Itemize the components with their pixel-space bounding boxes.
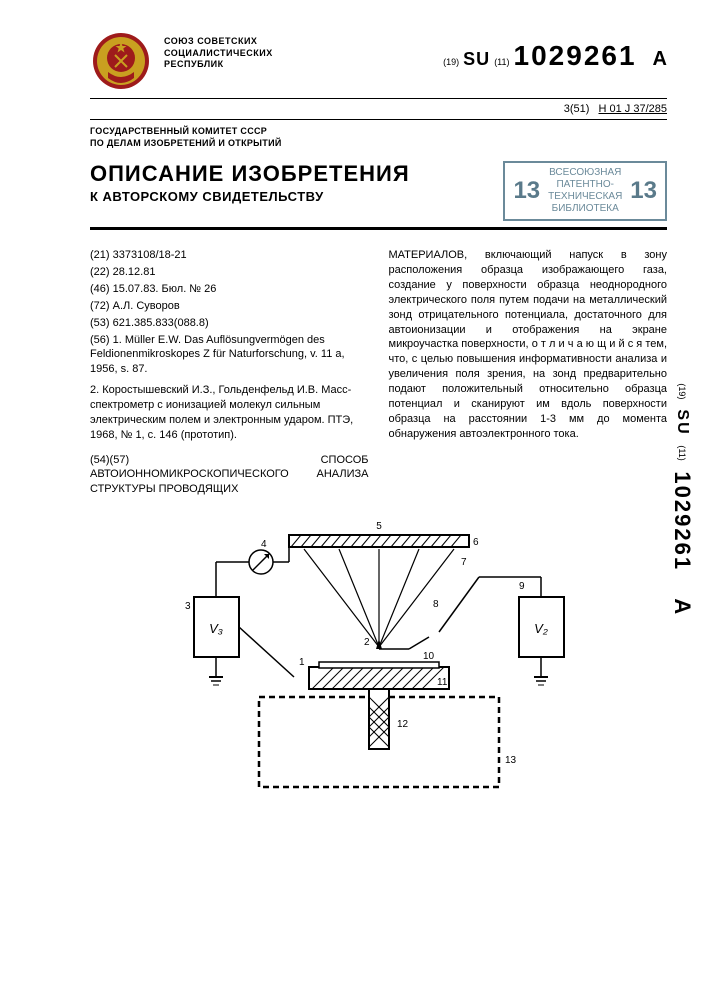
svg-text:10: 10 [423, 651, 435, 662]
side-prefix-11: (11) [677, 446, 687, 461]
svg-text:5: 5 [376, 521, 382, 532]
side-publication-id: (19) SU (11) 1029261 A [669, 383, 695, 616]
svg-text:9: 9 [519, 581, 525, 592]
left-column: (21) 3373108/18-21 (22) 28.12.81 (46) 15… [90, 248, 369, 497]
svg-text:1: 1 [299, 657, 305, 668]
field-72: (72) А.Л. Суворов [90, 299, 369, 314]
ussr-emblem [90, 30, 152, 92]
union-line3: РЕСПУБЛИК [164, 59, 273, 71]
class-code: Н 01 J 37/285 [599, 103, 668, 115]
right-column: МАТЕРИАЛОВ, включающий напуск в зону рас… [389, 248, 668, 497]
reference-2: 2. Коростышевский И.З., Гольденфельд И.В… [90, 383, 369, 442]
stamp-line4: БИБЛИОТЕКА [548, 203, 622, 215]
abstract-text: МАТЕРИАЛОВ, включающий напуск в зону рас… [389, 248, 668, 441]
publication-id: (19) SU (11) 1029261 A [443, 40, 667, 72]
stamp-line1: ВСЕСОЮЗНАЯ [548, 167, 622, 179]
field-56-label: (56) [90, 334, 110, 346]
field-54-57: (54)(57) СПОСОБ АВТОИОННОМИКРОСКОПИЧЕСКО… [90, 453, 369, 498]
field-21: (21) 3373108/18-21 [90, 248, 369, 263]
field-53: (53) 621.385.833(088.8) [90, 316, 369, 331]
reference-1: 1. Müller E.W. Das Auflösungvermögen des… [90, 334, 345, 376]
prefix-11: (11) [494, 57, 509, 67]
pub-suffix: A [653, 48, 667, 71]
stamp-right-num: 13 [630, 177, 657, 206]
union-line2: СОЦИАЛИСТИЧЕСКИХ [164, 48, 273, 60]
svg-text:4: 4 [261, 539, 267, 550]
classification-row: 3(51) Н 01 J 37/285 [90, 98, 667, 120]
svg-text:12: 12 [397, 719, 409, 730]
side-country: SU [673, 409, 691, 435]
side-number: 1029261 [669, 471, 695, 571]
field-22: (22) 28.12.81 [90, 265, 369, 280]
pub-number: 1029261 [514, 40, 637, 72]
main-title: ОПИСАНИЕ ИЗОБРЕТЕНИЯ [90, 161, 493, 187]
prefix-19: (19) [443, 57, 459, 67]
svg-text:8: 8 [433, 599, 439, 610]
svg-text:6: 6 [473, 537, 479, 548]
svg-text:11: 11 [437, 677, 448, 688]
svg-text:2: 2 [364, 637, 370, 648]
svg-text:V₃: V₃ [209, 621, 223, 636]
library-stamp: 13 ВСЕСОЮЗНАЯ ПАТЕНТНО- ТЕХНИЧЕСКАЯ БИБЛ… [503, 161, 667, 221]
committee-line2: ПО ДЕЛАМ ИЗОБРЕТЕНИЙ И ОТКРЫТИЙ [90, 138, 667, 150]
stamp-left-num: 13 [513, 177, 540, 206]
apparatus-diagram: V₃ V₂ 4 5 6 [90, 517, 667, 797]
side-suffix: A [669, 599, 695, 617]
country-code: SU [463, 49, 490, 70]
side-prefix-19: (19) [677, 383, 687, 399]
subtitle: К АВТОРСКОМУ СВИДЕТЕЛЬСТВУ [90, 189, 493, 204]
svg-text:13: 13 [505, 755, 517, 766]
svg-text:3: 3 [185, 601, 191, 612]
svg-text:V₂: V₂ [534, 621, 548, 636]
svg-text:7: 7 [461, 557, 467, 568]
stamp-line3: ТЕХНИЧЕСКАЯ [548, 191, 622, 203]
committee-line1: ГОСУДАРСТВЕННЫЙ КОМИТЕТ СССР [90, 126, 667, 138]
class-prefix: 3(51) [564, 103, 590, 115]
stamp-line2: ПАТЕНТНО- [548, 179, 622, 191]
union-line1: СОЮЗ СОВЕТСКИХ [164, 36, 273, 48]
field-46: (46) 15.07.83. Бюл. № 26 [90, 282, 369, 297]
